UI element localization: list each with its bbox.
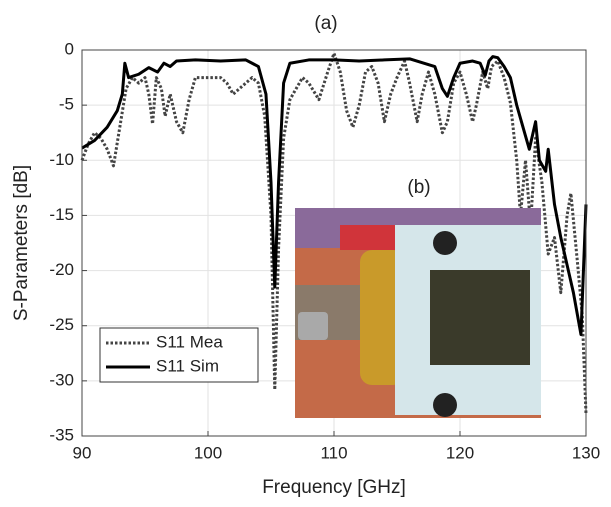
series-line (81, 55, 588, 337)
legend: S11 Mea S11 Sim (99, 327, 259, 383)
legend-label: S11 Mea (156, 332, 223, 351)
x-tick-label: 110 (320, 443, 347, 462)
plot-frame (81, 49, 587, 437)
x-axis-label: Frequency [GHz] (262, 477, 406, 498)
y-axis-label: S-Parameters [dB] (11, 165, 32, 321)
photo-screw (298, 312, 328, 340)
x-tick-label: 90 (73, 443, 92, 462)
y-tick-label: -20 (49, 260, 74, 279)
y-tick-label: -10 (49, 150, 74, 169)
x-tick-label: 120 (446, 443, 474, 462)
photo-flange (360, 250, 405, 385)
y-tick-label: -15 (49, 205, 74, 224)
series-line (80, 51, 588, 414)
y-tick-label: -35 (49, 425, 74, 444)
photo-mesh (430, 270, 530, 365)
photo-bolt (433, 393, 457, 417)
y-tick-label: -25 (49, 315, 74, 334)
y-tick-label: 0 (65, 39, 74, 58)
x-tick-label: 130 (572, 443, 600, 462)
photo-bolt (433, 231, 457, 255)
lines (80, 51, 588, 414)
chart-title: (a) (314, 13, 337, 34)
y-tick-label: -5 (59, 95, 74, 114)
inset-label: (b) (407, 177, 430, 198)
legend-box (99, 327, 259, 383)
inset-photo (295, 208, 541, 418)
x-tick-label: 100 (194, 443, 222, 462)
legend-label: S11 Sim (156, 356, 219, 375)
y-tick-label: -30 (49, 370, 74, 389)
